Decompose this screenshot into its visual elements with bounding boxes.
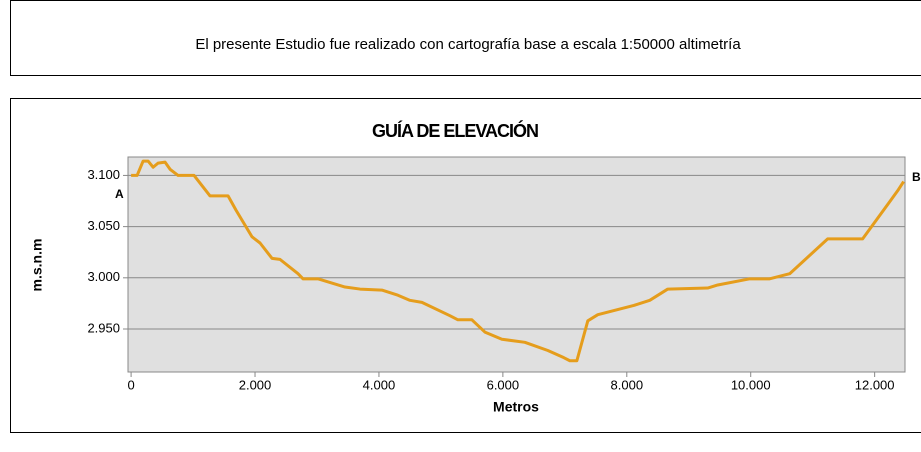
x-tick-label: 8.000 <box>611 377 644 392</box>
x-tick-label: 12.000 <box>855 377 895 392</box>
x-tick-label: 6.000 <box>487 377 520 392</box>
x-tick-label: 4.000 <box>363 377 396 392</box>
x-tick-label: 10.000 <box>731 377 771 392</box>
y-tick-label: 3.050 <box>87 218 120 233</box>
annotation: A <box>115 187 124 201</box>
x-axis-label: Metros <box>493 399 539 415</box>
x-tick-label: 0 <box>127 377 134 392</box>
chart-title: GUÍA DE ELEVACIÓN <box>372 120 538 141</box>
y-axis-label: m.s.n.m <box>29 239 45 292</box>
y-tick-label: 3.100 <box>87 167 120 182</box>
x-tick-label: 2.000 <box>239 377 272 392</box>
y-tick-label: 2.950 <box>87 320 120 335</box>
y-tick-label: 3.000 <box>87 269 120 284</box>
note: El presente Estudio fue realizado con ca… <box>195 36 741 53</box>
annotation: B <box>912 170 921 184</box>
